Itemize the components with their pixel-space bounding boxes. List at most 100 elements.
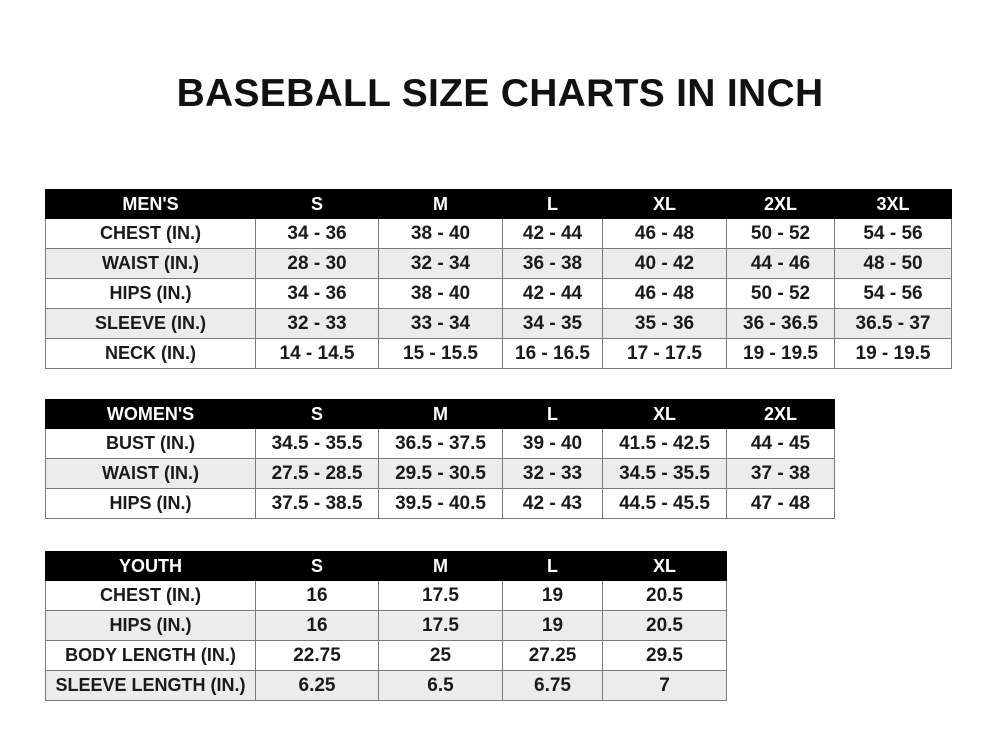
size-value-cell: 34.5 - 35.5 [255,428,379,459]
youth-size-table: YOUTH S M L XL CHEST (IN.) 16 17.5 19 20.5 HIPS (I… [45,551,727,701]
table-header-row: WOMEN'S S M L XL 2XL [45,399,835,429]
size-column-header: S [255,189,379,219]
size-value-cell: 44.5 - 45.5 [602,488,727,519]
table-row: BODY LENGTH (IN.) 22.75 25 27.25 29.5 [45,640,727,671]
measurement-label: SLEEVE LENGTH (IN.) [45,670,256,701]
size-value-cell: 14 - 14.5 [255,338,379,369]
size-value-cell: 6.75 [502,670,603,701]
size-value-cell: 6.5 [378,670,503,701]
size-value-cell: 36.5 - 37 [834,308,952,339]
size-value-cell: 36 - 38 [502,248,603,279]
table-category-header: MEN'S [45,189,256,219]
size-value-cell: 42 - 44 [502,218,603,249]
size-column-header: 3XL [834,189,952,219]
table-header-row: MEN'S S M L XL 2XL 3XL [45,189,952,219]
mens-size-table: MEN'S S M L XL 2XL 3XL CHEST (IN.) 34 - 36 38 - 4… [45,189,952,369]
table-row: CHEST (IN.) 16 17.5 19 20.5 [45,580,727,611]
size-value-cell: 33 - 34 [378,308,503,339]
table-row: CHEST (IN.) 34 - 36 38 - 40 42 - 44 46 - 48 5… [45,218,952,249]
size-column-header: M [378,551,503,581]
measurement-label: BODY LENGTH (IN.) [45,640,256,671]
table-row: SLEEVE (IN.) 32 - 33 33 - 34 34 - 35 35 - 36… [45,308,952,339]
size-value-cell: 44 - 45 [726,428,835,459]
table-header-row: YOUTH S M L XL [45,551,727,581]
size-value-cell: 34 - 36 [255,278,379,309]
size-value-cell: 46 - 48 [602,218,727,249]
measurement-label: HIPS (IN.) [45,278,256,309]
size-value-cell: 20.5 [602,610,727,641]
size-value-cell: 37 - 38 [726,458,835,489]
size-value-cell: 36.5 - 37.5 [378,428,503,459]
size-column-header: L [502,189,603,219]
size-value-cell: 29.5 - 30.5 [378,458,503,489]
size-value-cell: 48 - 50 [834,248,952,279]
page-title: BASEBALL SIZE CHARTS IN INCH [176,72,824,115]
size-value-cell: 35 - 36 [602,308,727,339]
size-value-cell: 27.5 - 28.5 [255,458,379,489]
size-value-cell: 17.5 [378,580,503,611]
size-value-cell: 41.5 - 42.5 [602,428,727,459]
size-column-header: L [502,399,603,429]
table-row: HIPS (IN.) 34 - 36 38 - 40 42 - 44 46 - 48 50… [45,278,952,309]
size-value-cell: 32 - 33 [502,458,603,489]
size-value-cell: 37.5 - 38.5 [255,488,379,519]
size-value-cell: 54 - 56 [834,218,952,249]
size-value-cell: 17 - 17.5 [602,338,727,369]
size-value-cell: 25 [378,640,503,671]
womens-size-table: WOMEN'S S M L XL 2XL BUST (IN.) 34.5 - 35.5 36.5… [45,399,835,519]
size-value-cell: 32 - 33 [255,308,379,339]
size-value-cell: 47 - 48 [726,488,835,519]
table-row: BUST (IN.) 34.5 - 35.5 36.5 - 37.5 39 - 40 4… [45,428,835,459]
table-row: SLEEVE LENGTH (IN.) 6.25 6.5 6.75 7 [45,670,727,701]
size-value-cell: 39 - 40 [502,428,603,459]
size-column-header: 2XL [726,399,835,429]
measurement-label: BUST (IN.) [45,428,256,459]
table-category-header: YOUTH [45,551,256,581]
size-value-cell: 28 - 30 [255,248,379,279]
size-column-header: M [378,189,503,219]
size-column-header: M [378,399,503,429]
size-value-cell: 20.5 [602,580,727,611]
table-row: WAIST (IN.) 28 - 30 32 - 34 36 - 38 40 - 42 4… [45,248,952,279]
size-value-cell: 50 - 52 [726,278,835,309]
table-category-header: WOMEN'S [45,399,256,429]
size-value-cell: 17.5 [378,610,503,641]
size-value-cell: 27.25 [502,640,603,671]
table-row: NECK (IN.) 14 - 14.5 15 - 15.5 16 - 16.5 17 … [45,338,952,369]
size-value-cell: 54 - 56 [834,278,952,309]
size-value-cell: 38 - 40 [378,218,503,249]
size-value-cell: 19 - 19.5 [834,338,952,369]
measurement-label: HIPS (IN.) [45,610,256,641]
size-value-cell: 19 - 19.5 [726,338,835,369]
size-value-cell: 34 - 35 [502,308,603,339]
table-row: WAIST (IN.) 27.5 - 28.5 29.5 - 30.5 32 - 33… [45,458,835,489]
size-value-cell: 44 - 46 [726,248,835,279]
size-value-cell: 34 - 36 [255,218,379,249]
measurement-label: WAIST (IN.) [45,458,256,489]
measurement-label: NECK (IN.) [45,338,256,369]
measurement-label: SLEEVE (IN.) [45,308,256,339]
size-value-cell: 40 - 42 [602,248,727,279]
size-column-header: XL [602,551,727,581]
size-column-header: XL [602,399,727,429]
measurement-label: CHEST (IN.) [45,580,256,611]
size-column-header: XL [602,189,727,219]
table-row: HIPS (IN.) 37.5 - 38.5 39.5 - 40.5 42 - 43 4… [45,488,835,519]
size-value-cell: 6.25 [255,670,379,701]
size-value-cell: 16 [255,580,379,611]
size-value-cell: 29.5 [602,640,727,671]
table-row: HIPS (IN.) 16 17.5 19 20.5 [45,610,727,641]
size-value-cell: 38 - 40 [378,278,503,309]
size-value-cell: 16 - 16.5 [502,338,603,369]
size-value-cell: 50 - 52 [726,218,835,249]
size-value-cell: 42 - 44 [502,278,603,309]
measurement-label: CHEST (IN.) [45,218,256,249]
size-value-cell: 19 [502,580,603,611]
measurement-label: HIPS (IN.) [45,488,256,519]
size-value-cell: 16 [255,610,379,641]
size-column-header: L [502,551,603,581]
size-value-cell: 32 - 34 [378,248,503,279]
size-value-cell: 42 - 43 [502,488,603,519]
size-value-cell: 36 - 36.5 [726,308,835,339]
size-value-cell: 15 - 15.5 [378,338,503,369]
